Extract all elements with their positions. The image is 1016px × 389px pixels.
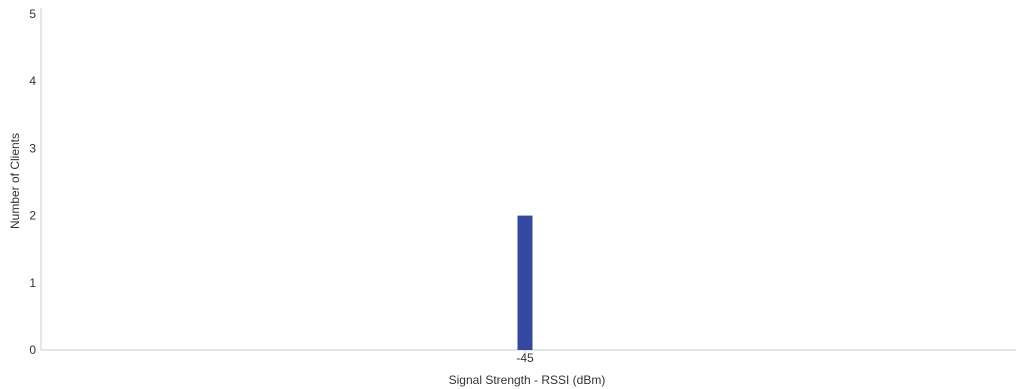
y-tick-label: 3: [29, 141, 36, 155]
y-axis-ticks: 0 1 2 3 4 5: [29, 7, 36, 357]
y-tick-label: 2: [29, 209, 36, 223]
y-axis-title: Number of Clients: [8, 133, 22, 229]
y-tick-label: 5: [29, 7, 36, 21]
bars: [517, 215, 533, 350]
x-axis-title: Signal Strength - RSSI (dBm): [449, 373, 606, 387]
y-tick-label: 4: [29, 74, 36, 88]
x-tick-label: -45: [516, 351, 534, 365]
y-tick-label: 0: [29, 343, 36, 357]
x-axis-ticks: -45: [516, 350, 534, 365]
bar: [517, 215, 533, 350]
y-tick-label: 1: [29, 276, 36, 290]
